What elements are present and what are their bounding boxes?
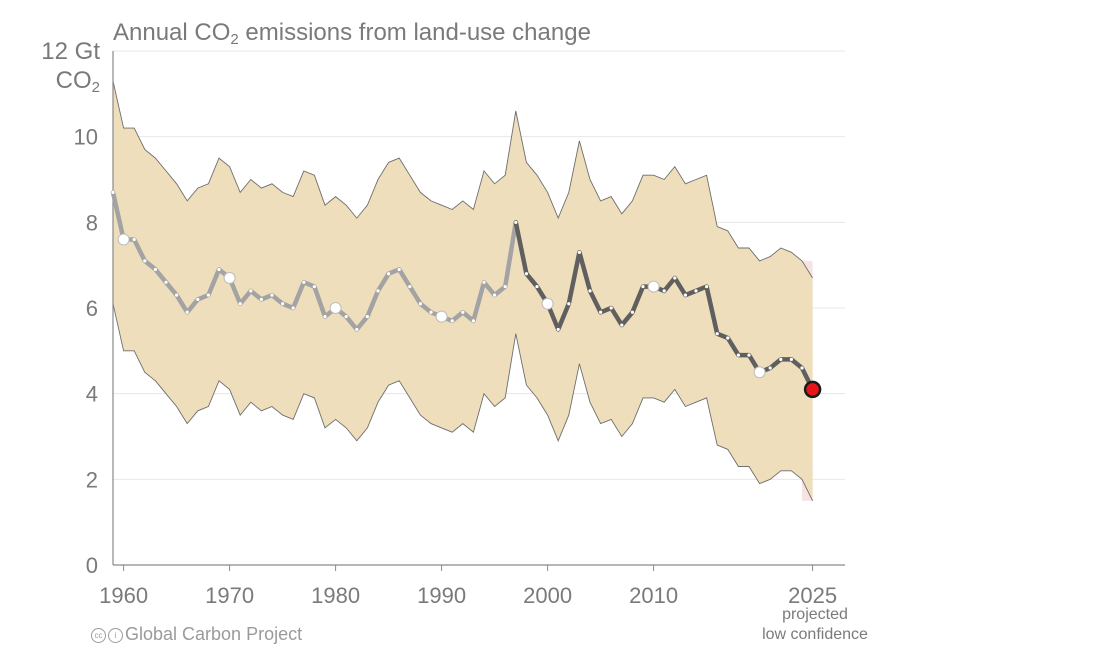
highlight-point-1970 bbox=[223, 272, 236, 285]
data-point-1967 bbox=[196, 297, 200, 302]
data-point-1982 bbox=[355, 327, 359, 332]
data-point-2024 bbox=[800, 366, 804, 370]
data-point-1962 bbox=[143, 259, 147, 263]
projection-note-line2: low confidence bbox=[762, 626, 868, 643]
data-point-1987 bbox=[408, 284, 412, 289]
chart-title: Annual CO2 emissions from land-use chang… bbox=[113, 19, 591, 48]
x-tick-label-1980: 1980 bbox=[311, 583, 360, 608]
data-point-1959 bbox=[111, 190, 115, 194]
data-point-1995 bbox=[493, 293, 497, 297]
data-point-2016 bbox=[715, 332, 719, 336]
x-tick-label-2025: 2025 bbox=[788, 583, 837, 608]
lower-bound-line bbox=[112, 303, 814, 501]
data-point-1961 bbox=[132, 237, 136, 242]
highlight-point-2000 bbox=[541, 297, 554, 310]
data-point-1978 bbox=[312, 284, 316, 289]
highlight-point-2010 bbox=[647, 280, 660, 293]
data-point-1992 bbox=[461, 310, 465, 314]
data-point-1976 bbox=[291, 306, 295, 310]
data-point-1974 bbox=[270, 293, 274, 297]
y-tick-label-10: 10 bbox=[74, 125, 98, 150]
data-point-2004 bbox=[588, 289, 592, 293]
tick-labels: 0 2 4 6 8 10 1960 1970 1980 1990 2000 2010 2025 bbox=[74, 125, 838, 608]
data-point-1969 bbox=[217, 267, 221, 272]
data-point-2002 bbox=[567, 302, 571, 306]
emissions-series bbox=[110, 190, 822, 399]
y-axis-unit-line2: CO2 bbox=[55, 67, 100, 96]
y-tick-label-0: 0 bbox=[86, 553, 98, 578]
data-point-1971 bbox=[238, 302, 242, 306]
data-point-2015 bbox=[705, 284, 709, 289]
data-point-1975 bbox=[281, 302, 285, 306]
projected-point-2025 bbox=[803, 380, 822, 399]
data-point-1973 bbox=[259, 297, 263, 302]
y-tick-label-2: 2 bbox=[86, 467, 98, 492]
projection-note: projected low confidence bbox=[740, 605, 890, 645]
data-point-1983 bbox=[365, 314, 369, 319]
data-point-2008 bbox=[630, 310, 635, 314]
data-point-2021 bbox=[768, 366, 772, 370]
data-point-2022 bbox=[779, 357, 783, 361]
uncertainty-band-area bbox=[113, 81, 813, 501]
data-point-2012 bbox=[673, 276, 677, 280]
x-tick-label-1960: 1960 bbox=[99, 583, 148, 608]
data-point-1986 bbox=[397, 267, 401, 272]
data-point-2001 bbox=[556, 327, 560, 332]
data-point-1996 bbox=[503, 284, 507, 289]
credit-footer: cc i Global Carbon Project bbox=[91, 624, 302, 645]
y-tick-label-6: 6 bbox=[86, 296, 98, 321]
data-point-2006 bbox=[609, 306, 613, 310]
data-point-1998 bbox=[524, 272, 529, 276]
data-point-1981 bbox=[344, 314, 348, 319]
axes bbox=[112, 51, 845, 571]
x-tick-label-1970: 1970 bbox=[205, 583, 254, 608]
data-point-2013 bbox=[683, 293, 688, 297]
y-axis-unit-label: 12 Gt CO2 bbox=[41, 37, 100, 102]
x-tick-label-1990: 1990 bbox=[417, 583, 466, 608]
data-point-1989 bbox=[429, 310, 433, 314]
data-point-2005 bbox=[599, 310, 603, 314]
projection-note-line1: projected bbox=[782, 606, 848, 623]
highlight-point-1980 bbox=[329, 302, 342, 314]
data-point-1985 bbox=[387, 272, 391, 276]
data-point-1963 bbox=[153, 267, 157, 272]
data-point-1977 bbox=[302, 280, 306, 284]
data-point-1964 bbox=[164, 280, 168, 284]
data-point-2011 bbox=[662, 289, 666, 293]
highlight-point-1960 bbox=[117, 233, 130, 246]
data-point-1991 bbox=[450, 319, 454, 323]
data-point-1988 bbox=[418, 302, 422, 306]
data-point-1993 bbox=[471, 319, 475, 323]
data-point-1999 bbox=[535, 284, 539, 289]
credit-text: Global Carbon Project bbox=[125, 624, 303, 644]
data-point-2017 bbox=[726, 336, 730, 340]
y-tick-label-4: 4 bbox=[86, 382, 98, 407]
data-point-2018 bbox=[736, 353, 741, 357]
data-point-2014 bbox=[694, 289, 698, 293]
data-point-2009 bbox=[641, 284, 645, 289]
highlight-point-2020 bbox=[753, 366, 766, 379]
x-tick-label-2010: 2010 bbox=[629, 583, 678, 608]
by-icon: i bbox=[108, 628, 123, 643]
data-point-1965 bbox=[175, 293, 179, 297]
data-point-1994 bbox=[482, 280, 486, 284]
y-tick-label-8: 8 bbox=[86, 210, 98, 235]
data-point-1972 bbox=[249, 289, 253, 293]
data-point-2023 bbox=[789, 357, 794, 361]
data-point-1997 bbox=[514, 220, 518, 224]
cc-icon: cc bbox=[91, 628, 106, 643]
data-point-1984 bbox=[376, 289, 380, 293]
data-point-1968 bbox=[206, 293, 210, 297]
upper-bound-line bbox=[112, 80, 813, 279]
data-point-2019 bbox=[747, 353, 751, 357]
x-tick-label-2000: 2000 bbox=[523, 583, 572, 608]
data-point-1979 bbox=[323, 314, 327, 319]
y-axis-unit-line1: 12 Gt bbox=[41, 38, 100, 65]
data-point-2007 bbox=[620, 323, 624, 327]
highlight-point-1990 bbox=[435, 310, 448, 323]
data-point-2003 bbox=[577, 250, 582, 254]
data-point-1966 bbox=[185, 310, 189, 314]
